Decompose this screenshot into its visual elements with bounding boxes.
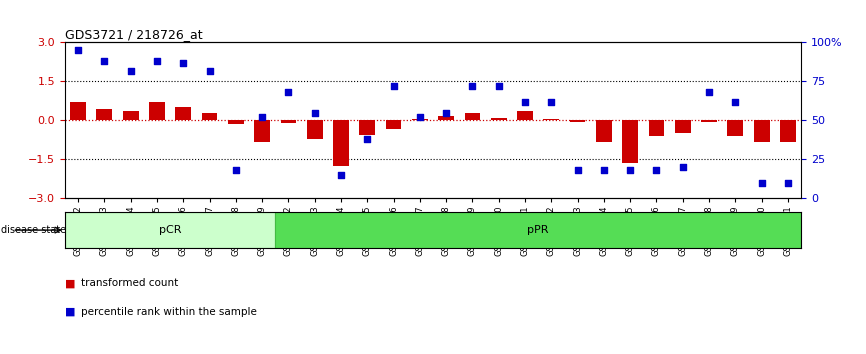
- Bar: [96, 109, 113, 120]
- Bar: [412, 119, 428, 120]
- Bar: [596, 120, 611, 142]
- Bar: [464, 113, 481, 120]
- Point: [754, 180, 768, 185]
- Bar: [570, 120, 585, 122]
- Point: [255, 114, 269, 120]
- Point: [545, 99, 559, 104]
- Point: [728, 99, 742, 104]
- Point: [150, 58, 164, 64]
- Text: percentile rank within the sample: percentile rank within the sample: [81, 307, 256, 316]
- Bar: [385, 120, 402, 130]
- Point: [71, 47, 85, 53]
- Bar: [123, 111, 139, 120]
- Point: [386, 83, 400, 89]
- Point: [781, 180, 795, 185]
- Bar: [727, 120, 743, 136]
- Point: [360, 136, 374, 142]
- Bar: [623, 120, 638, 163]
- Bar: [70, 102, 86, 120]
- Bar: [701, 120, 717, 122]
- Bar: [333, 120, 349, 166]
- Point: [624, 167, 637, 173]
- Bar: [753, 120, 770, 142]
- Text: disease state: disease state: [1, 225, 66, 235]
- Point: [571, 167, 585, 173]
- Point: [334, 172, 348, 178]
- Text: pCR: pCR: [158, 225, 181, 235]
- Point: [98, 58, 112, 64]
- Text: ■: ■: [65, 307, 75, 316]
- Bar: [228, 120, 243, 124]
- Bar: [517, 111, 533, 120]
- Text: pPR: pPR: [527, 225, 549, 235]
- Bar: [65, 212, 275, 248]
- Point: [229, 167, 242, 173]
- Bar: [438, 116, 454, 120]
- Text: ■: ■: [65, 278, 75, 288]
- Point: [518, 99, 532, 104]
- Point: [413, 114, 427, 120]
- Point: [650, 167, 663, 173]
- Text: transformed count: transformed count: [81, 278, 178, 288]
- Point: [307, 110, 321, 115]
- Point: [597, 167, 611, 173]
- Bar: [202, 113, 217, 120]
- Point: [281, 90, 295, 95]
- Point: [124, 68, 138, 73]
- Bar: [780, 120, 796, 142]
- Point: [203, 68, 216, 73]
- Point: [492, 83, 506, 89]
- Point: [177, 60, 191, 65]
- Bar: [307, 120, 322, 138]
- Bar: [281, 120, 296, 123]
- Bar: [275, 212, 801, 248]
- Bar: [649, 120, 664, 136]
- Bar: [491, 118, 507, 120]
- Bar: [255, 120, 270, 142]
- Text: GDS3721 / 218726_at: GDS3721 / 218726_at: [65, 28, 203, 41]
- Bar: [675, 120, 691, 133]
- Point: [675, 164, 689, 170]
- Bar: [544, 119, 559, 120]
- Point: [439, 110, 453, 115]
- Point: [702, 90, 716, 95]
- Point: [466, 83, 480, 89]
- Bar: [175, 107, 191, 120]
- Bar: [149, 102, 165, 120]
- Bar: [359, 120, 375, 135]
